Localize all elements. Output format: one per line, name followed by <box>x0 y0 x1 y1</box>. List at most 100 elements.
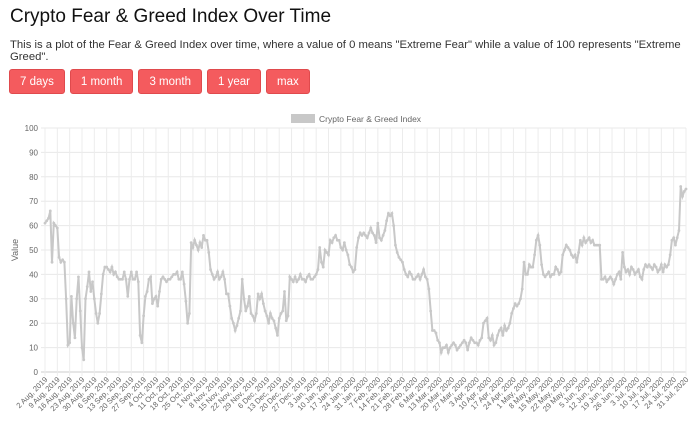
data-point <box>635 270 639 274</box>
data-point <box>129 270 133 274</box>
data-point <box>200 246 204 249</box>
data-point <box>314 273 318 276</box>
data-point <box>656 270 660 274</box>
y-tick-label: 20 <box>29 319 38 328</box>
data-point <box>467 341 471 345</box>
data-point <box>180 270 184 274</box>
data-point <box>313 275 316 279</box>
data-point <box>80 346 84 349</box>
data-point <box>450 343 454 347</box>
data-point <box>207 251 211 254</box>
range-7-days-button[interactable]: 7 days <box>9 69 65 94</box>
data-point <box>394 243 397 247</box>
data-point <box>608 275 612 279</box>
data-point <box>459 343 462 347</box>
data-point <box>566 246 570 249</box>
data-point <box>677 229 681 232</box>
data-point <box>522 260 526 264</box>
data-point <box>71 321 75 325</box>
y-axis-title: Value <box>10 239 20 261</box>
data-point <box>503 324 507 328</box>
data-point <box>191 246 195 249</box>
data-point <box>452 341 455 345</box>
data-point <box>392 224 396 228</box>
data-point <box>626 268 630 271</box>
data-point <box>64 297 68 301</box>
data-point <box>674 243 677 247</box>
data-point <box>196 248 200 252</box>
y-tick-label: 70 <box>29 197 38 206</box>
grid <box>41 127 687 376</box>
data-point <box>283 290 286 293</box>
data-point <box>587 236 591 240</box>
data-point <box>649 265 653 269</box>
data-point <box>223 277 227 281</box>
data-point <box>369 226 373 230</box>
data-point <box>573 253 577 257</box>
data-point <box>547 270 551 274</box>
data-point <box>681 194 684 198</box>
data-point <box>124 277 128 281</box>
data-point <box>135 270 138 274</box>
data-point <box>453 343 457 347</box>
data-point <box>489 338 492 342</box>
data-point <box>158 290 161 293</box>
data-point <box>534 238 538 242</box>
data-point <box>499 326 503 330</box>
data-point <box>189 241 193 245</box>
data-point <box>99 292 103 296</box>
data-point <box>188 312 191 315</box>
range-max-button[interactable]: max <box>265 69 310 94</box>
data-point <box>490 334 494 337</box>
data-point <box>580 243 584 247</box>
data-point <box>659 263 663 267</box>
data-point <box>108 270 112 274</box>
data-point <box>159 277 163 281</box>
data-point <box>217 277 221 281</box>
data-point <box>233 329 237 332</box>
range-1-year-button[interactable]: 1 year <box>207 69 261 94</box>
page-title: Crypto Fear & Greed Index Over Time <box>10 6 332 27</box>
data-point <box>84 297 87 301</box>
data-point <box>290 277 293 281</box>
data-point <box>480 336 484 340</box>
data-point <box>622 265 626 269</box>
data-point <box>122 270 126 274</box>
data-point <box>267 321 271 325</box>
data-point <box>577 251 580 254</box>
data-point <box>355 246 359 249</box>
data-point <box>571 255 575 259</box>
data-point <box>390 212 394 215</box>
data-point <box>402 268 406 271</box>
data-point <box>374 241 378 245</box>
data-point <box>469 336 473 340</box>
y-tick-label: 40 <box>29 270 38 279</box>
data-point <box>552 273 556 276</box>
legend[interactable]: Crypto Fear & Greed Index <box>291 114 422 124</box>
data-point <box>475 341 478 345</box>
data-point <box>652 263 656 267</box>
range-3-month-button[interactable]: 3 month <box>138 69 203 94</box>
data-point <box>55 226 59 230</box>
data-point <box>302 277 306 281</box>
data-point <box>564 243 568 247</box>
data-point <box>376 221 380 225</box>
range-1-month-button[interactable]: 1 month <box>69 69 134 94</box>
data-point <box>476 343 480 347</box>
data-point <box>140 341 144 345</box>
data-point <box>281 309 285 313</box>
data-point <box>323 248 327 252</box>
data-point <box>305 275 309 279</box>
data-point <box>538 243 542 247</box>
data-point <box>386 212 390 215</box>
data-point <box>642 268 646 271</box>
data-point <box>684 187 688 191</box>
data-point <box>462 338 466 342</box>
data-point <box>151 302 154 306</box>
data-point <box>163 277 167 281</box>
data-point <box>557 273 561 276</box>
data-point <box>388 214 392 218</box>
data-point <box>408 270 411 274</box>
legend-swatch <box>291 114 315 123</box>
